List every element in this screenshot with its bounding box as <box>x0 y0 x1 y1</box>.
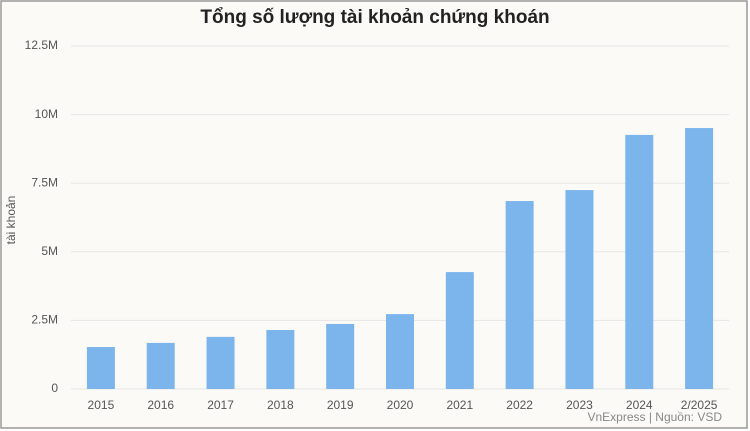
x-tick-label: 2018 <box>267 398 294 412</box>
y-tick-label: 2.5M <box>31 313 58 327</box>
x-tick-label: 2023 <box>566 398 593 412</box>
bar <box>445 272 474 389</box>
bar <box>86 347 115 389</box>
bar <box>565 190 594 389</box>
x-tick-label: 2016 <box>147 398 174 412</box>
source-credit: VnExpress | Nguồn: VSD <box>587 410 722 424</box>
bar <box>386 314 414 389</box>
x-tick-label: 2020 <box>387 398 414 412</box>
bar <box>206 336 235 389</box>
x-tick-label: 2019 <box>327 398 354 412</box>
y-tick-label: 10M <box>35 107 58 121</box>
x-tick-label: 2024 <box>626 398 653 412</box>
x-tick-label: 2015 <box>88 398 115 412</box>
y-tick-label: 0 <box>51 381 58 395</box>
chart-title: Tổng số lượng tài khoản chứng khoán <box>200 7 549 28</box>
y-axis-label: tài khoản <box>4 196 18 245</box>
y-tick-label: 5M <box>41 244 58 258</box>
x-tick-label: 2021 <box>446 398 473 412</box>
bar <box>685 128 714 389</box>
bar <box>146 342 175 389</box>
bar <box>505 201 534 389</box>
x-tick-label: 2017 <box>207 398 234 412</box>
bar <box>266 330 295 389</box>
bar <box>326 323 355 389</box>
y-tick-label: 12.5M <box>25 38 58 52</box>
bar <box>625 134 654 389</box>
x-tick-label: 2/2025 <box>681 398 718 412</box>
x-tick-label: 2022 <box>506 398 533 412</box>
y-tick-label: 7.5M <box>31 175 58 189</box>
